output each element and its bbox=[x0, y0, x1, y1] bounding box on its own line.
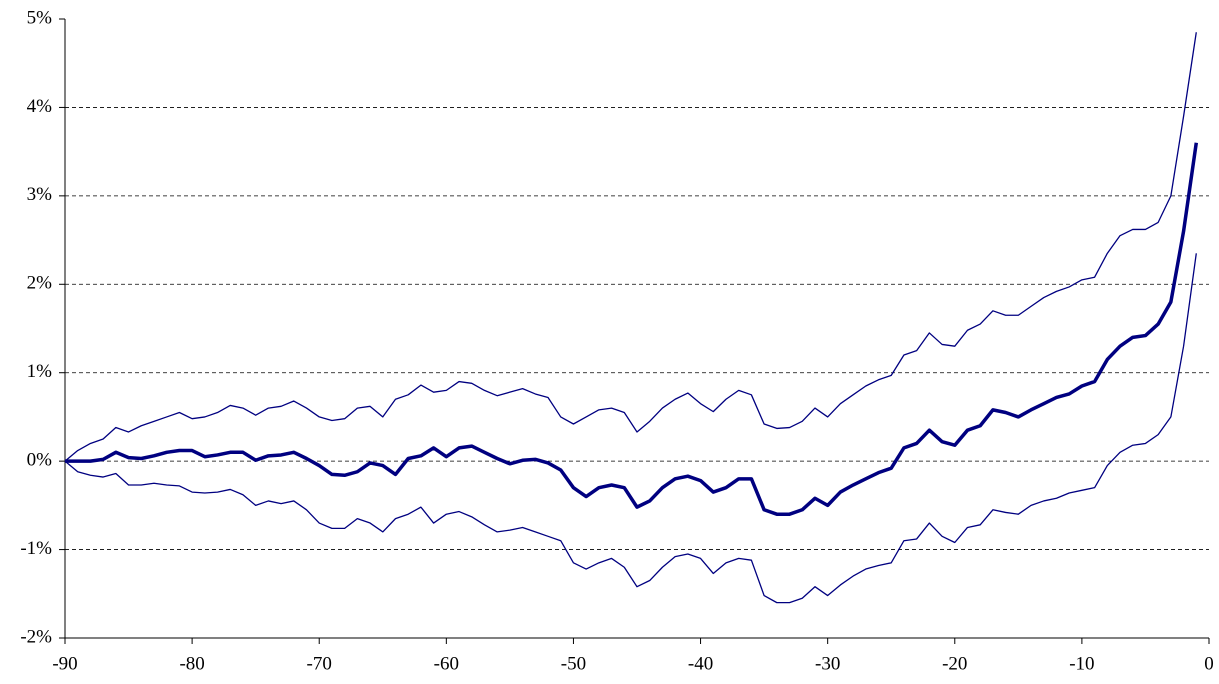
x-tick-label: -50 bbox=[561, 653, 586, 674]
x-tick-label: -80 bbox=[179, 653, 204, 674]
series-line bbox=[64, 253, 1197, 604]
y-tick-label: 4% bbox=[27, 96, 53, 117]
y-tick-label: 3% bbox=[27, 184, 53, 205]
x-tick-label: -20 bbox=[942, 653, 967, 674]
y-tick-label: 1% bbox=[27, 361, 53, 382]
series-line bbox=[65, 142, 1199, 516]
x-tick-label: 0 bbox=[1204, 653, 1214, 674]
series-line bbox=[64, 32, 1197, 462]
y-tick-label: 5% bbox=[27, 7, 53, 28]
x-tick-label: -90 bbox=[52, 653, 77, 674]
x-tick-label: -40 bbox=[688, 653, 713, 674]
x-tick-label: -10 bbox=[1069, 653, 1094, 674]
y-tick-label: -1% bbox=[20, 538, 52, 559]
y-tick-label: -2% bbox=[20, 626, 52, 647]
x-tick-label: -30 bbox=[815, 653, 840, 674]
y-tick-label: 2% bbox=[27, 273, 53, 294]
y-tick-label: 0% bbox=[27, 450, 53, 471]
x-tick-label: -70 bbox=[307, 653, 332, 674]
x-tick-label: -60 bbox=[434, 653, 459, 674]
